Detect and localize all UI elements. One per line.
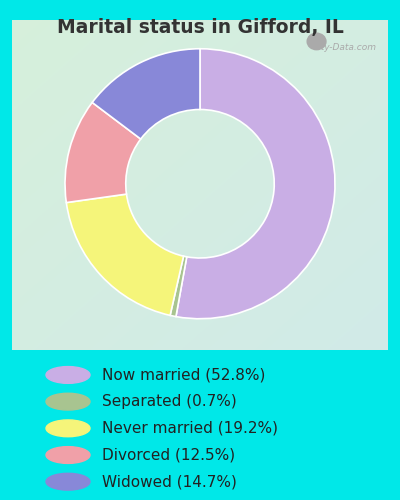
Text: Never married (19.2%): Never married (19.2%) bbox=[102, 421, 278, 436]
Circle shape bbox=[46, 420, 90, 436]
Text: Widowed (14.7%): Widowed (14.7%) bbox=[102, 474, 237, 489]
Wedge shape bbox=[65, 102, 141, 202]
Circle shape bbox=[307, 33, 326, 50]
Wedge shape bbox=[92, 48, 200, 139]
Wedge shape bbox=[170, 256, 187, 316]
Text: Separated (0.7%): Separated (0.7%) bbox=[102, 394, 237, 409]
Circle shape bbox=[46, 474, 90, 490]
Circle shape bbox=[46, 393, 90, 410]
Wedge shape bbox=[66, 194, 184, 316]
Text: Divorced (12.5%): Divorced (12.5%) bbox=[102, 448, 235, 462]
Text: Now married (52.8%): Now married (52.8%) bbox=[102, 368, 265, 382]
Wedge shape bbox=[176, 49, 335, 318]
Text: Marital status in Gifford, IL: Marital status in Gifford, IL bbox=[56, 18, 344, 36]
Circle shape bbox=[46, 446, 90, 464]
Text: City-Data.com: City-Data.com bbox=[313, 43, 377, 52]
Circle shape bbox=[46, 366, 90, 384]
